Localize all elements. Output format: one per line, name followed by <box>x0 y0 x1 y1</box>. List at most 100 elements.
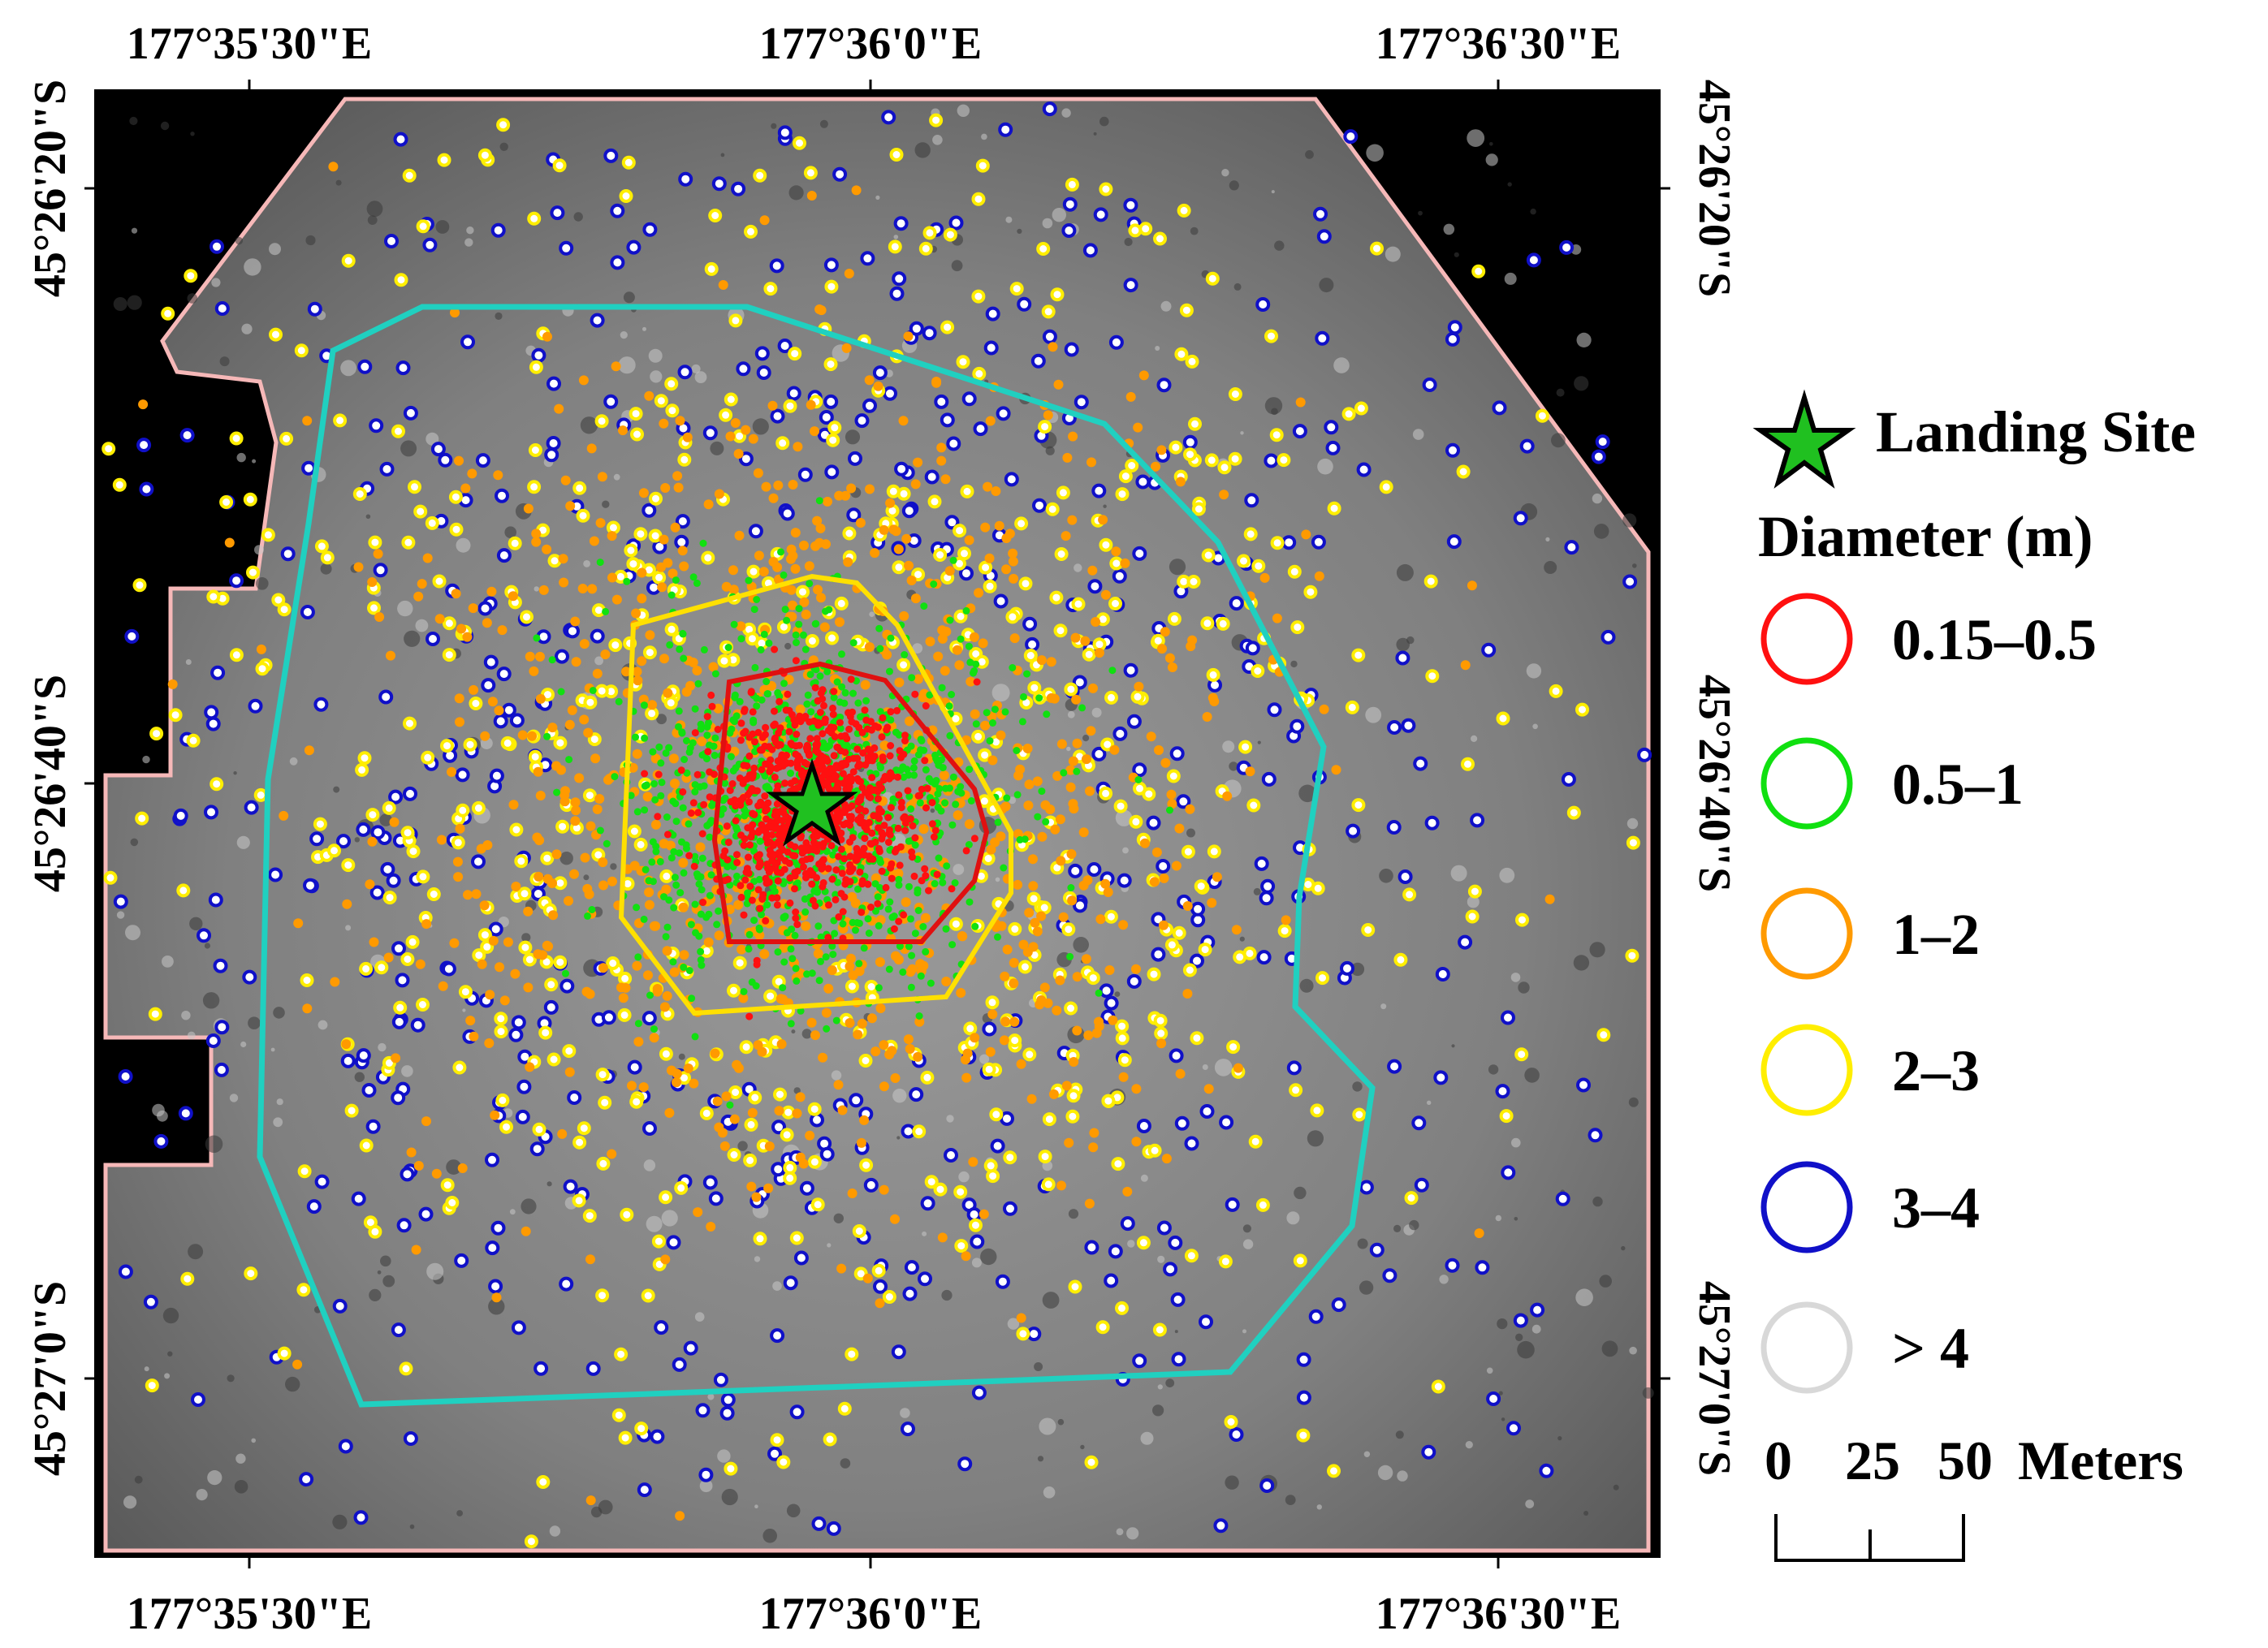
crater-point <box>587 584 598 594</box>
crater-point <box>775 436 790 451</box>
crater-point <box>1225 1197 1240 1212</box>
crater-point <box>610 255 625 270</box>
crater-point <box>970 1033 980 1043</box>
crater-point <box>615 697 623 705</box>
crater-point <box>957 931 967 941</box>
crater-point <box>670 779 680 789</box>
crater-point <box>1495 1084 1510 1099</box>
crater-point <box>706 891 714 899</box>
crater-point <box>732 956 747 970</box>
crater-point <box>669 967 680 977</box>
crater-point <box>1281 535 1297 550</box>
crater-point <box>1433 1070 1449 1085</box>
crater-point <box>1458 934 1473 950</box>
crater-point <box>875 1003 886 1013</box>
crater-point <box>652 570 667 585</box>
crater-point <box>908 848 916 856</box>
terrain-crater <box>521 1198 537 1214</box>
crater-point <box>788 550 798 561</box>
crater-point <box>748 978 756 986</box>
crater-point <box>670 848 678 856</box>
terrain-crater <box>1299 978 1314 993</box>
crater-point <box>511 1015 526 1030</box>
crater-point <box>1064 1001 1078 1016</box>
crater-point <box>1316 229 1332 244</box>
crater-point <box>815 523 826 533</box>
terrain-crater <box>1202 1064 1208 1070</box>
crater-point <box>708 1191 724 1206</box>
crater-point <box>1207 898 1217 908</box>
crater-point <box>678 902 689 912</box>
crater-point <box>179 428 195 443</box>
crater-point <box>1068 756 1078 766</box>
crater-point <box>740 911 748 919</box>
crater-point <box>1099 983 1114 999</box>
crater-point <box>971 192 986 206</box>
crater-point <box>1327 1464 1341 1478</box>
crater-point <box>933 757 941 766</box>
top-longitude-label: 177°36'30"E <box>1376 19 1621 69</box>
crater-point <box>590 313 605 328</box>
crater-point <box>1513 511 1528 526</box>
crater-point <box>367 601 381 615</box>
crater-point <box>1530 1302 1545 1318</box>
crater-point <box>894 824 902 832</box>
crater-point <box>896 843 905 851</box>
crater-point <box>1099 537 1113 552</box>
crater-point <box>486 586 497 597</box>
crater-point <box>807 708 815 716</box>
crater-point <box>1000 801 1011 812</box>
crater-point <box>793 1250 809 1266</box>
crater-point <box>644 899 654 910</box>
crater-point <box>583 727 594 738</box>
crater-point <box>946 616 954 624</box>
crater-point <box>1588 1128 1603 1143</box>
crater-point <box>846 852 854 861</box>
crater-point <box>1037 831 1048 842</box>
crater-point <box>1078 704 1086 712</box>
crater-point <box>833 816 841 824</box>
terrain-crater <box>1319 278 1334 293</box>
crater-point <box>418 1206 434 1222</box>
crater-point <box>890 925 898 933</box>
crater-point <box>1087 579 1103 594</box>
crater-point <box>784 848 792 856</box>
terrain-crater <box>1229 180 1239 191</box>
crater-point <box>411 1245 421 1255</box>
crater-point <box>896 747 904 755</box>
crater-point <box>531 528 542 539</box>
terrain-crater <box>1222 740 1235 753</box>
crater-point <box>723 822 731 830</box>
crater-point <box>717 1128 728 1138</box>
crater-point <box>560 475 571 485</box>
crater-point <box>1083 1030 1094 1041</box>
crater-point <box>745 632 759 646</box>
crater-point <box>961 1055 970 1065</box>
crater-point <box>942 925 950 933</box>
crater-point <box>1064 682 1078 697</box>
crater-point <box>937 625 948 636</box>
crater-point <box>910 872 918 880</box>
crater-point <box>365 1119 381 1134</box>
crater-point <box>841 731 849 740</box>
legend-swatch-blue <box>1760 1161 1853 1253</box>
crater-point <box>659 1046 673 1061</box>
crater-point <box>356 822 371 837</box>
crater-point <box>553 955 568 969</box>
crater-point <box>1000 971 1010 981</box>
crater-point <box>937 1232 948 1243</box>
crater-point <box>355 762 369 777</box>
crater-point <box>953 609 968 623</box>
crater-point <box>1576 1077 1591 1093</box>
crater-point <box>862 716 870 724</box>
crater-point <box>341 253 356 268</box>
crater-point <box>1125 459 1139 472</box>
crater-point <box>595 1288 610 1303</box>
crater-point <box>920 1070 935 1085</box>
terrain-crater <box>1524 1068 1540 1083</box>
crater-point <box>771 707 778 715</box>
crater-point <box>868 829 876 837</box>
crater-point <box>490 222 506 238</box>
crater-point <box>745 853 752 861</box>
crater-point <box>672 576 680 585</box>
